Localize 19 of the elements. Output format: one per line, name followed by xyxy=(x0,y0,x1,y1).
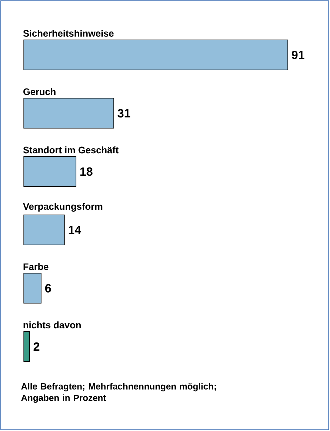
data-label: 2 xyxy=(34,342,40,352)
data-label: 14 xyxy=(68,226,82,234)
bar xyxy=(24,156,77,188)
y-tick-label: Geruch xyxy=(24,88,56,96)
data-label: 31 xyxy=(118,109,131,118)
data-label: 91 xyxy=(292,50,305,60)
bar xyxy=(24,273,42,304)
y-tick-label: Farbe xyxy=(24,263,49,270)
y-tick-label: Verpackungsform xyxy=(23,203,103,212)
bar xyxy=(24,98,114,129)
bar xyxy=(24,332,30,362)
y-tick-label: Sicherheitshinweise xyxy=(23,30,114,37)
y-tick-label: Standort im Geschäft xyxy=(23,146,119,154)
bar xyxy=(24,214,65,246)
bar xyxy=(24,40,288,70)
y-tick-label: nichts davon xyxy=(24,322,81,329)
data-label: 18 xyxy=(80,168,93,176)
text: Alle Befragten; Mehrfachnennungen möglich; Angaben in Prozent xyxy=(21,383,216,404)
data-label: 6 xyxy=(45,284,52,293)
